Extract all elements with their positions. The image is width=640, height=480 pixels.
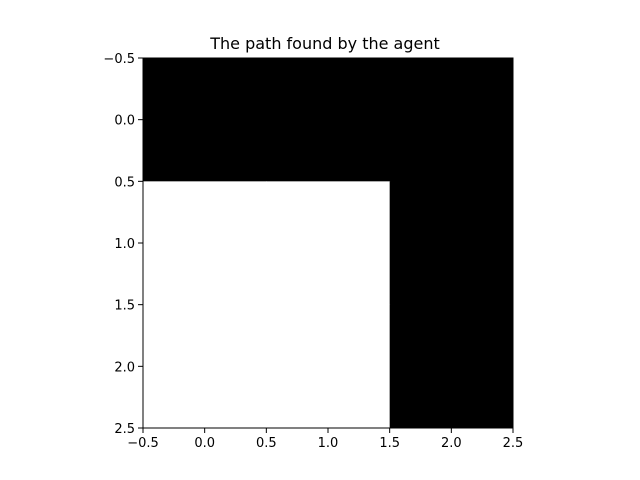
heatmap-cell-2-1 (266, 304, 391, 429)
y-tick-label: 1.0 (114, 237, 135, 252)
heatmap-cell-0-1 (266, 58, 391, 182)
x-tick-label: 0.0 (194, 436, 215, 451)
heatmap-cell-2-0 (143, 304, 267, 429)
x-tick-label: −0.5 (127, 436, 159, 451)
x-tick-label: 1.5 (379, 436, 400, 451)
y-tick-label: 0.5 (114, 175, 135, 190)
heatmap-cell-0-0 (143, 58, 267, 182)
heatmap-cell-2-2 (389, 304, 514, 429)
heatmap-cell-1-1 (266, 181, 391, 306)
x-tick-label: 2.0 (441, 436, 462, 451)
heatmap-cell-1-0 (143, 181, 267, 306)
x-tick-label: 0.5 (256, 436, 277, 451)
axes-frame (142, 57, 514, 429)
y-tick-label: 2.5 (114, 422, 135, 437)
x-tick-label: 2.5 (503, 436, 524, 451)
y-tick-label: 0.0 (114, 114, 135, 129)
chart-title: The path found by the agent (209, 34, 440, 53)
axis-ticks: −0.5 0.0 0.5 1.0 1.5 2.0 2.5−0.50.00.51.01.52.… (103, 52, 523, 451)
y-tick-label: 2.0 (114, 360, 135, 375)
heatmap-cells (143, 58, 514, 429)
y-tick-label: −0.5 (103, 52, 135, 67)
heatmap-cell-1-2 (389, 181, 514, 306)
heatmap-cell-0-2 (389, 58, 514, 182)
y-tick-label: 1.5 (114, 299, 135, 314)
x-tick-label: 1.0 (318, 436, 339, 451)
